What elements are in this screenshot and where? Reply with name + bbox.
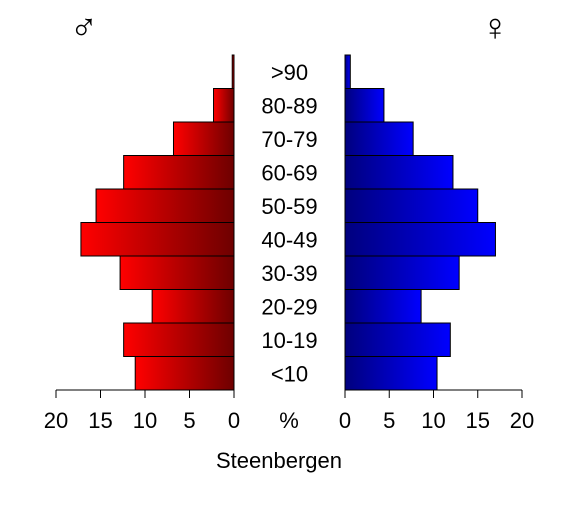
male-tick-label: 20: [44, 408, 68, 433]
female-bar-10: [344, 356, 438, 391]
male-bar-30-39: [119, 255, 235, 290]
age-group-labels: <10 10-19 20-29 30-39 40-49 50-59 60-69 70-79 80…: [261, 60, 317, 387]
chart-title: Steenbergen: [216, 448, 342, 473]
male-bar-10: [134, 356, 235, 391]
female-tick-label: 20: [510, 408, 534, 433]
female-symbol-icon: ♀: [481, 7, 510, 49]
female-bar-30-39: [344, 255, 460, 290]
x-tick-labels: 20 15 10 5 0 0 5 10 15 20: [44, 408, 534, 433]
male-bar-80-89: [213, 88, 235, 123]
female-bar-80-89: [344, 88, 385, 123]
male-bar-60-69: [123, 155, 235, 190]
female-bar-10-19: [344, 322, 451, 357]
female-bar-50-59: [344, 188, 479, 223]
male-bar-40-49: [80, 222, 235, 257]
female-tick-label: 10: [421, 408, 445, 433]
female-bar-40-49: [344, 222, 496, 257]
male-tick-label: 10: [133, 408, 157, 433]
age-label-10: <10: [271, 361, 308, 386]
male-bars: [80, 54, 235, 391]
male-tick-label: 0: [228, 408, 240, 433]
age-label-10-19: 10-19: [261, 328, 317, 353]
age-label-70-79: 70-79: [261, 127, 317, 152]
male-tick-label: 15: [88, 408, 112, 433]
age-label-50-59: 50-59: [261, 194, 317, 219]
age-label-90: >90: [271, 60, 308, 85]
male-bar-10-19: [123, 322, 235, 357]
male-bar-20-29: [151, 289, 235, 324]
male-bar-90: [231, 54, 235, 89]
female-tick-label: 5: [383, 408, 395, 433]
female-bar-70-79: [344, 121, 414, 156]
age-label-30-39: 30-39: [261, 261, 317, 286]
male-symbol-icon: ♂: [70, 7, 99, 49]
age-label-80-89: 80-89: [261, 93, 317, 118]
female-bar-20-29: [344, 289, 422, 324]
unit-label: %: [279, 408, 299, 433]
female-tick-label: 0: [339, 408, 351, 433]
age-label-60-69: 60-69: [261, 160, 317, 185]
female-bars: [344, 54, 496, 391]
female-bar-90: [344, 54, 351, 89]
male-bar-50-59: [95, 188, 235, 223]
age-label-20-29: 20-29: [261, 294, 317, 319]
age-label-40-49: 40-49: [261, 227, 317, 252]
male-bar-70-79: [172, 121, 235, 156]
male-tick-label: 5: [183, 408, 195, 433]
female-bar-60-69: [344, 155, 454, 190]
female-tick-label: 15: [466, 408, 490, 433]
